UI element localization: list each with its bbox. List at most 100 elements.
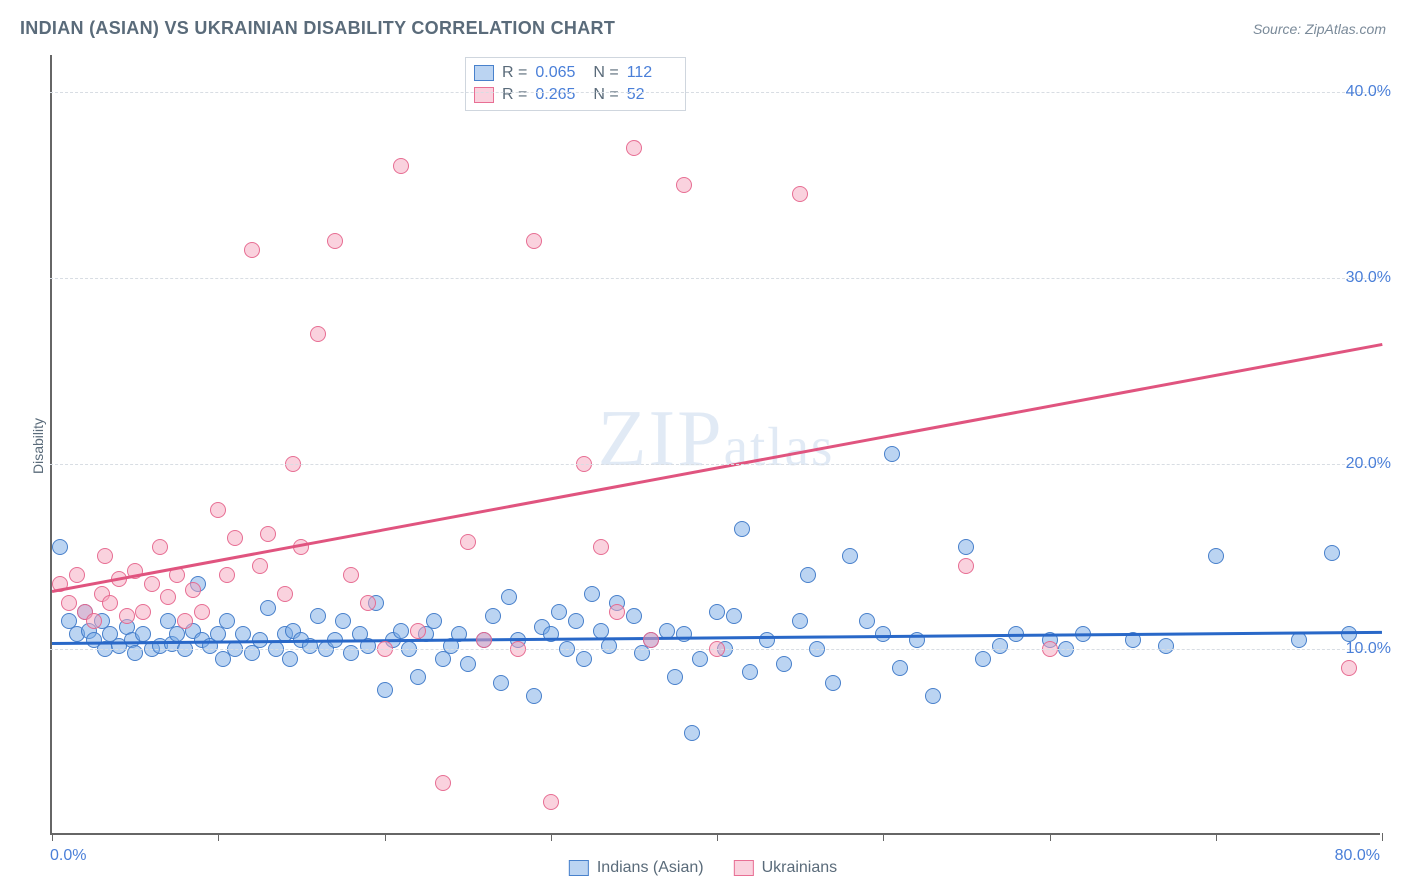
scatter-point-blue [892,660,908,676]
scatter-point-pink [676,177,692,193]
scatter-point-pink [643,632,659,648]
xtick [385,833,386,841]
scatter-point-blue [884,446,900,462]
scatter-point-blue [551,604,567,620]
scatter-point-pink [194,604,210,620]
scatter-point-blue [485,608,501,624]
xtick [1382,833,1383,841]
gridline-h [50,92,1380,93]
ytick-label: 30.0% [1346,269,1391,287]
scatter-point-pink [244,242,260,258]
stat-n-label: N = [593,64,618,82]
scatter-point-pink [360,595,376,611]
scatter-point-pink [119,608,135,624]
scatter-point-blue [335,613,351,629]
scatter-point-blue [410,669,426,685]
trend-line-pink [52,343,1382,592]
xtick [717,833,718,841]
scatter-point-blue [260,600,276,616]
ytick-label: 40.0% [1346,83,1391,101]
xtick-label: 80.0% [1335,847,1380,865]
scatter-point-blue [593,623,609,639]
gridline-h [50,278,1380,279]
scatter-point-pink [1341,660,1357,676]
scatter-point-pink [543,794,559,810]
gridline-h [50,649,1380,650]
scatter-point-pink [593,539,609,555]
scatter-point-blue [842,548,858,564]
scatter-point-pink [792,186,808,202]
scatter-point-pink [227,530,243,546]
scatter-point-pink [144,576,160,592]
xtick [1216,833,1217,841]
scatter-point-blue [676,626,692,642]
scatter-point-blue [825,675,841,691]
scatter-point-blue [127,645,143,661]
y-axis-label: Disability [30,418,46,474]
scatter-point-pink [343,567,359,583]
scatter-point-pink [958,558,974,574]
scatter-point-blue [460,656,476,672]
scatter-point-pink [86,613,102,629]
scatter-point-pink [69,567,85,583]
scatter-point-blue [343,645,359,661]
plot-area: ZIPatlas [50,55,1380,835]
scatter-point-pink [185,582,201,598]
chart-container: INDIAN (ASIAN) VS UKRAINIAN DISABILITY C… [0,0,1406,892]
swatch-pink [474,87,494,103]
legend-label: Ukrainians [762,859,838,877]
scatter-point-blue [493,675,509,691]
scatter-point-blue [800,567,816,583]
stat-r-label: R = [502,64,527,82]
scatter-point-blue [684,725,700,741]
scatter-point-pink [97,548,113,564]
stat-r-value: 0.265 [535,86,585,104]
scatter-point-blue [667,669,683,685]
scatter-point-blue [568,613,584,629]
scatter-point-blue [692,651,708,667]
scatter-point-pink [476,632,492,648]
scatter-point-blue [584,586,600,602]
header-row: INDIAN (ASIAN) VS UKRAINIAN DISABILITY C… [20,18,1386,39]
scatter-point-blue [726,608,742,624]
scatter-point-pink [435,775,451,791]
source-label: Source: ZipAtlas.com [1253,21,1386,37]
watermark: ZIPatlas [598,394,835,485]
stat-r-value: 0.065 [535,64,585,82]
xtick [218,833,219,841]
scatter-point-blue [310,608,326,624]
scatter-point-pink [277,586,293,602]
scatter-point-pink [135,604,151,620]
scatter-point-pink [61,595,77,611]
xtick-label: 0.0% [50,847,86,865]
scatter-point-pink [260,526,276,542]
scatter-point-blue [792,613,808,629]
scatter-point-blue [1324,545,1340,561]
scatter-point-pink [310,326,326,342]
bottom-legend: Indians (Asian) Ukrainians [569,859,837,877]
scatter-point-pink [393,158,409,174]
scatter-point-blue [759,632,775,648]
chart-title: INDIAN (ASIAN) VS UKRAINIAN DISABILITY C… [20,18,615,39]
scatter-point-blue [626,608,642,624]
swatch-blue [474,65,494,81]
legend-item-blue: Indians (Asian) [569,859,704,877]
scatter-point-blue [282,651,298,667]
scatter-point-blue [925,688,941,704]
stat-r-label: R = [502,86,527,104]
scatter-point-pink [252,558,268,574]
stat-n-label: N = [593,86,618,104]
stat-n-value: 52 [627,86,677,104]
scatter-point-blue [1291,632,1307,648]
scatter-point-pink [410,623,426,639]
scatter-point-blue [501,589,517,605]
scatter-point-pink [327,233,343,249]
scatter-point-blue [709,604,725,620]
legend-label: Indians (Asian) [597,859,704,877]
scatter-point-pink [219,567,235,583]
legend-swatch-pink [734,860,754,876]
stat-legend-box: R =0.065N =112R =0.265N =52 [465,57,686,111]
scatter-point-blue [426,613,442,629]
ytick-label: 20.0% [1346,455,1391,473]
scatter-point-blue [377,682,393,698]
